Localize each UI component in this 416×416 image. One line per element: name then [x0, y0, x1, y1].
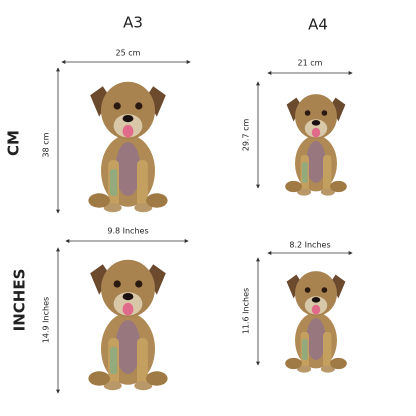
row-title: INCHES	[11, 269, 29, 332]
width-label: 25 cm	[116, 49, 141, 58]
column-title: A3	[123, 14, 143, 32]
height-label: 11.6 Inches	[242, 288, 251, 334]
column-title: A4	[308, 16, 328, 34]
puzzle-image	[285, 94, 347, 196]
puzzle-image	[88, 81, 168, 213]
puzzle-image	[285, 271, 347, 373]
width-label: 21 cm	[298, 59, 323, 68]
height-label: 38 cm	[42, 132, 51, 157]
width-label: 9.8 Inches	[107, 227, 148, 236]
height-label: 14.9 Inches	[42, 297, 51, 343]
height-label: 29.7 cm	[242, 119, 251, 152]
puzzle-image	[88, 259, 168, 391]
row-title: CM	[5, 130, 23, 156]
width-label: 8.2 Inches	[289, 241, 330, 250]
